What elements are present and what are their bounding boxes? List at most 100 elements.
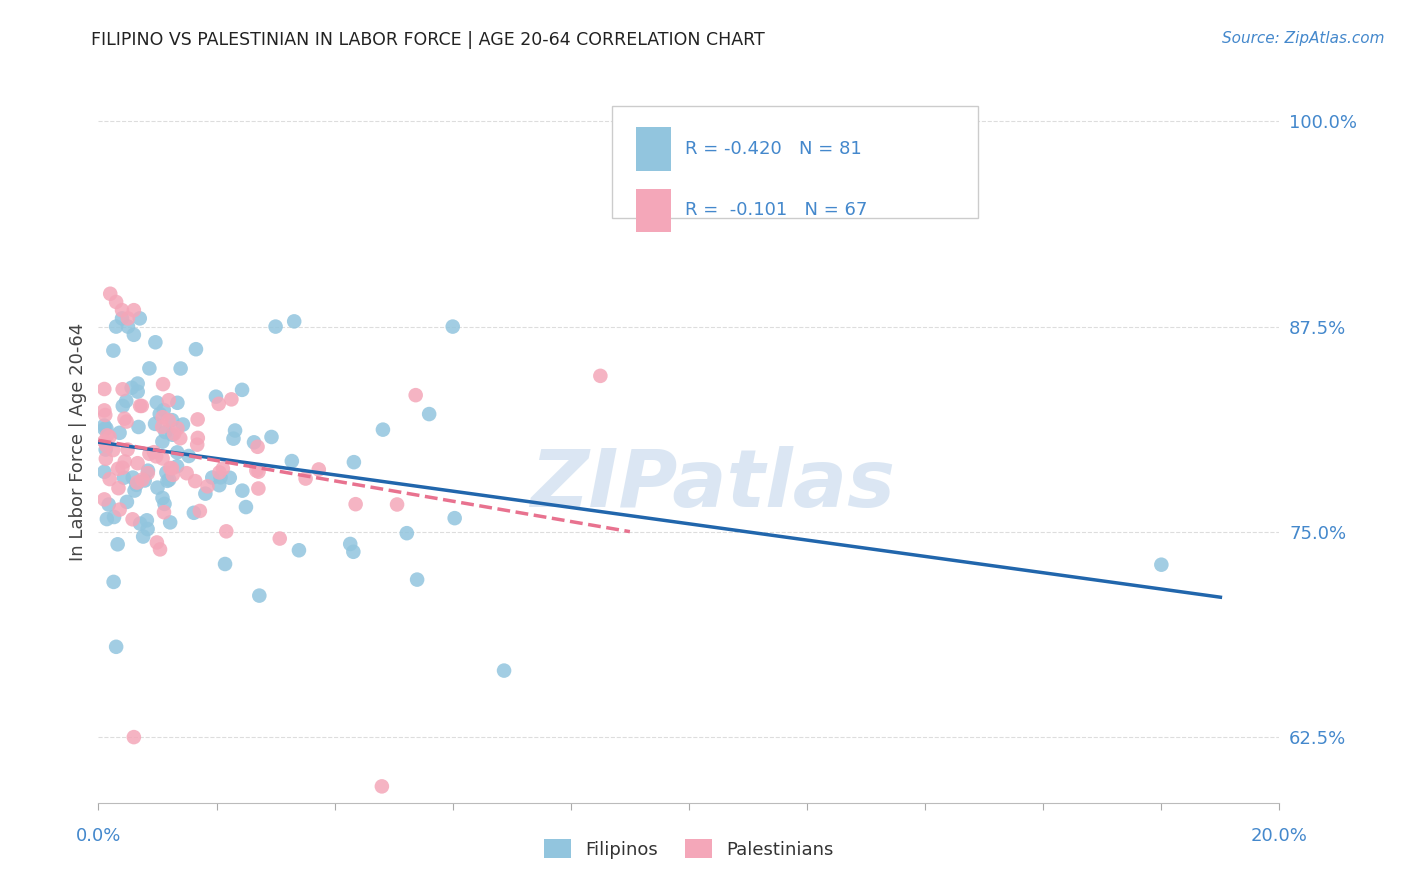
Point <box>246 440 269 454</box>
Point <box>269 532 291 546</box>
Point <box>159 461 181 475</box>
Point <box>127 456 149 470</box>
Point <box>343 455 366 469</box>
Point <box>115 415 138 429</box>
Point <box>186 437 208 451</box>
Point <box>160 461 183 475</box>
Point <box>157 413 180 427</box>
Point <box>108 502 131 516</box>
Point <box>201 470 224 484</box>
Point <box>150 420 173 434</box>
Point <box>166 421 188 435</box>
Point <box>443 511 465 525</box>
Point <box>121 512 143 526</box>
Point <box>197 479 219 493</box>
Point <box>93 434 115 449</box>
Text: 0.0%: 0.0% <box>76 828 121 846</box>
Point <box>114 454 136 468</box>
Point <box>371 780 394 794</box>
Point <box>143 417 166 431</box>
Point <box>222 432 245 446</box>
Point <box>98 286 121 301</box>
Point <box>406 573 429 587</box>
Point <box>212 461 235 475</box>
Point <box>93 418 115 433</box>
Point <box>494 664 516 678</box>
Point <box>93 382 115 396</box>
Point <box>93 492 115 507</box>
Point <box>112 471 135 485</box>
Point <box>208 478 231 492</box>
Text: R = -0.420   N = 81: R = -0.420 N = 81 <box>685 140 862 158</box>
Point <box>94 442 117 457</box>
Point <box>153 497 176 511</box>
Point <box>149 542 172 557</box>
Point <box>153 505 176 519</box>
Point <box>129 399 152 413</box>
Point <box>103 574 125 589</box>
Point <box>142 445 165 459</box>
Point <box>176 466 198 480</box>
Point <box>231 383 253 397</box>
Point <box>135 513 157 527</box>
Point <box>146 481 169 495</box>
Point <box>194 486 217 500</box>
Point <box>294 472 316 486</box>
Point <box>117 442 139 457</box>
Text: Source: ZipAtlas.com: Source: ZipAtlas.com <box>1222 31 1385 46</box>
Point <box>441 319 464 334</box>
Point <box>136 522 159 536</box>
Point <box>145 450 167 464</box>
Text: FILIPINO VS PALESTINIAN IN LABOR FORCE | AGE 20-64 CORRELATION CHART: FILIPINO VS PALESTINIAN IN LABOR FORCE |… <box>91 31 765 49</box>
Point <box>247 465 270 479</box>
Point <box>108 425 131 440</box>
Point <box>105 319 128 334</box>
Point <box>94 451 117 466</box>
Point <box>114 411 136 425</box>
Point <box>172 417 194 432</box>
Point <box>155 425 177 439</box>
Point <box>131 473 153 487</box>
Point <box>96 512 118 526</box>
Point <box>117 319 139 334</box>
Point <box>93 422 115 436</box>
Point <box>308 462 330 476</box>
Point <box>162 427 184 442</box>
Point <box>283 314 305 328</box>
Point <box>128 311 150 326</box>
Point <box>98 430 121 444</box>
Point <box>156 474 179 488</box>
Text: ZIPatlas: ZIPatlas <box>530 446 896 524</box>
Point <box>589 368 612 383</box>
Point <box>124 483 146 498</box>
Point <box>169 361 191 376</box>
Point <box>127 376 149 391</box>
Point <box>215 524 238 539</box>
Point <box>214 557 236 571</box>
Point <box>187 431 209 445</box>
Point <box>107 481 129 495</box>
Point <box>134 474 156 488</box>
Point <box>96 421 118 435</box>
Point <box>146 535 169 549</box>
Text: R =  -0.101   N = 67: R = -0.101 N = 67 <box>685 202 868 219</box>
FancyBboxPatch shape <box>636 188 671 232</box>
Point <box>221 392 243 407</box>
Point <box>111 382 134 396</box>
Point <box>157 473 180 487</box>
Point <box>371 423 394 437</box>
Y-axis label: In Labor Force | Age 20-64: In Labor Force | Age 20-64 <box>69 322 87 561</box>
Point <box>245 464 267 478</box>
Point <box>231 483 253 498</box>
Point <box>1150 558 1173 572</box>
Point <box>344 497 367 511</box>
Point <box>247 589 270 603</box>
Point <box>98 472 121 486</box>
Point <box>395 526 418 541</box>
Point <box>150 434 173 449</box>
Point <box>127 384 149 399</box>
Point <box>342 545 364 559</box>
Text: 20.0%: 20.0% <box>1251 828 1308 846</box>
Point <box>111 399 134 413</box>
Point <box>97 498 120 512</box>
